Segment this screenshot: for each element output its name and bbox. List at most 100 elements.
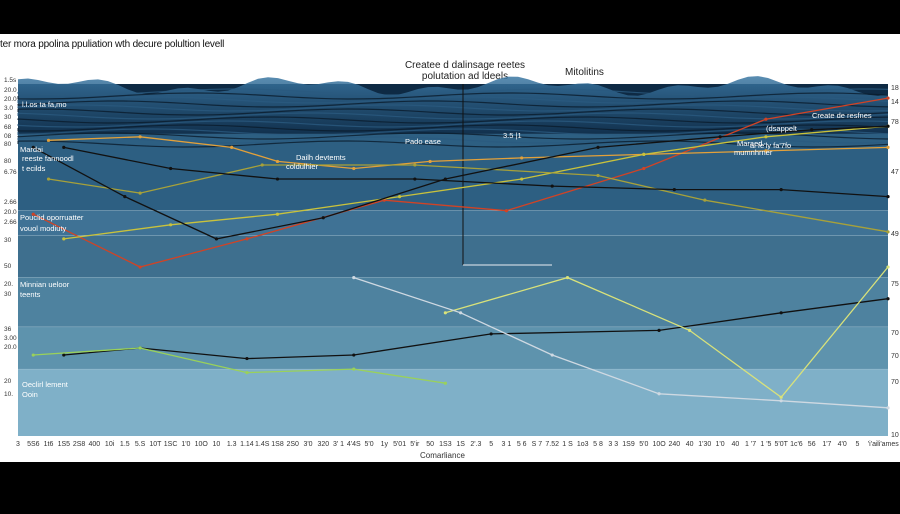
- data-point: [46, 177, 51, 181]
- data-point: [886, 96, 890, 100]
- data-point: [764, 135, 768, 139]
- x-tick-label: 2S0: [286, 441, 299, 448]
- data-point: [886, 230, 890, 234]
- data-point: [550, 353, 554, 357]
- data-point: [504, 209, 509, 213]
- data-point: [230, 145, 234, 149]
- data-point: [31, 145, 35, 149]
- left-tick-label: 10.: [4, 391, 13, 398]
- data-point: [703, 198, 707, 202]
- band-4: [18, 277, 888, 327]
- x-tick-label: S 7: [532, 441, 543, 448]
- x-tick-label: 1t6: [44, 441, 54, 448]
- x-tick-label: 5 8: [593, 441, 603, 448]
- x-tick-label: 4'4S: [347, 441, 361, 448]
- data-point: [123, 195, 127, 199]
- series-line-0: [33, 97, 889, 268]
- left-tick-label: 30: [4, 291, 12, 298]
- annotation-right-1a: Maraed: [737, 139, 762, 148]
- data-point: [214, 237, 219, 241]
- left-tick-label: 2.66: [4, 219, 17, 226]
- right-tick-label: 14: [891, 99, 899, 106]
- x-tick-label: 3: [16, 441, 20, 448]
- data-point: [260, 163, 264, 167]
- x-tick-label: 5: [489, 441, 493, 448]
- wave-streak: [17, 96, 889, 104]
- annotation-right-4: ai fe'ly fa'7fo: [750, 141, 791, 150]
- top-frame: [0, 0, 900, 34]
- data-point: [520, 177, 524, 181]
- data-point: [443, 381, 447, 385]
- x-tick-label: 1c'6: [790, 441, 803, 448]
- data-point: [352, 353, 356, 357]
- data-point: [443, 177, 447, 181]
- left-tick-label: 20.0: [4, 344, 17, 351]
- left-tick-label: 80: [4, 141, 12, 148]
- data-point: [245, 371, 249, 375]
- band-3: [18, 235, 888, 278]
- annotation-mid-1a: Dailh devtemts: [296, 153, 346, 162]
- x-tick-label: 1'0: [181, 441, 190, 448]
- wave-streak: [17, 88, 889, 96]
- band-5: [18, 326, 888, 370]
- data-point: [642, 166, 646, 171]
- series-line-2: [63, 125, 889, 240]
- left-tick-label: 20: [4, 378, 12, 385]
- data-point: [459, 311, 463, 315]
- x-tick-label: 3 1: [502, 441, 512, 448]
- x-tick-label: 5'ir: [410, 441, 420, 448]
- x-tick-label: 10i: [105, 441, 115, 448]
- x-tick-label: 40: [686, 441, 694, 448]
- data-point: [596, 173, 600, 178]
- data-point: [352, 367, 356, 371]
- right-tick-label: 70: [891, 379, 899, 386]
- x-tick-label: 1.5: [120, 441, 130, 448]
- x-tick-label: 5: [856, 441, 860, 448]
- center-annotation: Createe d dalinsage reetes polutation ad…: [390, 60, 540, 82]
- data-point: [46, 138, 51, 142]
- wave-streak: [17, 132, 889, 140]
- x-tick-label: 2S8: [73, 441, 86, 448]
- x-tick-labels: 3 5S6 1t6 1S5 2S8 400 10i 1.5 5.S 10T 1SC 1'0 10O 10 1…: [16, 441, 899, 448]
- data-point: [275, 212, 280, 216]
- data-point: [718, 135, 722, 139]
- data-point: [275, 159, 280, 164]
- x-tick-label: 1 S: [562, 441, 573, 448]
- data-point: [886, 124, 890, 128]
- left-tick-label: 2.66: [4, 199, 17, 206]
- annotation-left-1: l.l.os ta fa,mo: [22, 100, 67, 109]
- background-bands: [18, 84, 888, 436]
- x-tick-label: 10O: [652, 441, 666, 448]
- annotation-left-2b: reeste fannoodl: [22, 154, 74, 163]
- x-tick-label: 3'0: [303, 441, 312, 448]
- right-annotation: Mitolitins: [565, 67, 604, 78]
- wave-streak: [17, 140, 889, 148]
- x-tick-label: 10: [213, 441, 221, 448]
- data-point: [428, 159, 432, 164]
- data-point: [657, 392, 661, 396]
- wave-streak: [17, 112, 889, 120]
- x-tick-label: 2'.3: [470, 441, 481, 448]
- x-axis-title: Comarliance: [420, 451, 465, 460]
- annotation-left-3b: vouol modiuty: [20, 224, 67, 233]
- right-tick-label: 75: [891, 281, 899, 288]
- right-tick-label: 70: [891, 353, 899, 360]
- data-point: [886, 297, 890, 301]
- left-tick-label: 20.0: [4, 209, 17, 216]
- x-tick-label: 40: [732, 441, 740, 448]
- chart-title: ter mora ppolina ppuliation wth decure p…: [0, 39, 225, 50]
- wave-streak: [17, 136, 889, 144]
- annotation-left-4b: teents: [20, 290, 41, 299]
- wave-streak: [17, 124, 889, 132]
- wave-streak: [17, 104, 889, 112]
- left-tick-label: 20.: [4, 281, 13, 288]
- x-tick-label: 1'30: [698, 441, 711, 448]
- series-line-6: [63, 298, 889, 360]
- wave-decoration: [18, 76, 888, 134]
- data-point: [138, 346, 142, 350]
- left-tick-label: 6.76: [4, 169, 17, 176]
- x-tick-label: 1 '7: [745, 441, 756, 448]
- left-tick-label: 50: [4, 263, 12, 270]
- x-tick-label: 7.52: [545, 441, 559, 448]
- left-tick-label: 3.0: [4, 105, 13, 112]
